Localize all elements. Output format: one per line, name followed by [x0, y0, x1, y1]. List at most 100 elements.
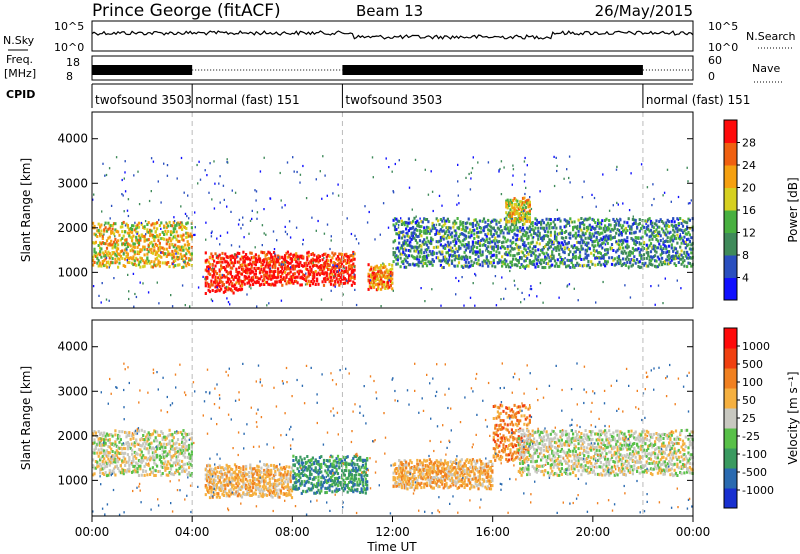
heat-cell [111, 246, 114, 250]
heat-cell [164, 229, 167, 233]
heat-cell [476, 234, 479, 238]
heat-cell [206, 276, 209, 280]
heat-cell [406, 256, 409, 259]
noise-cell [474, 304, 476, 307]
heat-cell [292, 463, 295, 467]
heat-cell [250, 494, 253, 497]
heat-cell [523, 265, 526, 269]
noise-cell [602, 173, 604, 176]
heat-cell [617, 239, 621, 243]
heat-cell [101, 262, 104, 266]
heat-cell [108, 459, 111, 463]
heat-cell [103, 228, 106, 232]
heat-cell [164, 438, 167, 442]
heat-cell [207, 265, 210, 269]
heat-cell [303, 468, 306, 472]
heat-cell [183, 243, 186, 247]
noise-cell [204, 169, 206, 172]
heat-cell [292, 484, 295, 488]
heat-cell [432, 259, 435, 263]
noise-cell [256, 305, 258, 308]
noise-cell [529, 287, 532, 291]
heat-cell [469, 222, 472, 226]
heat-cell [186, 448, 189, 452]
heat-cell [462, 221, 465, 224]
heat-cell [160, 430, 163, 434]
heat-cell [464, 221, 467, 225]
heat-cell [149, 234, 152, 238]
heat-cell [598, 260, 601, 264]
noise-cell [425, 251, 428, 254]
heat-cell [424, 240, 427, 244]
heat-cell [444, 247, 447, 250]
heat-cell [249, 271, 252, 275]
heat-cell [683, 259, 686, 263]
heat-cell [239, 288, 242, 292]
heat-cell [348, 261, 351, 265]
heat-cell [208, 464, 212, 468]
heat-cell [559, 255, 562, 259]
heat-cell [334, 252, 337, 256]
heat-cell [491, 247, 494, 251]
noise-cell [211, 299, 214, 303]
heat-cell [97, 230, 100, 234]
heat-cell [222, 494, 225, 497]
heat-cell [224, 275, 227, 279]
heat-cell [132, 436, 135, 440]
heat-cell [566, 264, 569, 268]
noise-cell [453, 264, 455, 267]
heat-cell [325, 465, 328, 468]
heat-cell [403, 242, 406, 246]
heat-cell [271, 260, 274, 264]
heat-cell [299, 283, 302, 287]
heat-cell [380, 263, 383, 267]
heat-cell [133, 470, 136, 474]
noise-cell [330, 235, 332, 238]
noise-cell [596, 257, 599, 260]
heat-cell [492, 261, 495, 265]
heat-cell [97, 228, 100, 232]
heat-cell [673, 237, 676, 240]
heat-cell [437, 231, 440, 235]
noise-cell [646, 186, 649, 189]
heat-cell [662, 251, 665, 254]
heat-cell [189, 437, 192, 441]
heat-cell [142, 434, 145, 437]
heat-cell [430, 229, 433, 233]
heat-cell [125, 431, 128, 435]
heat-cell [142, 226, 145, 229]
heat-cell [245, 467, 248, 471]
heat-cell [132, 456, 135, 460]
heat-cell [573, 233, 576, 237]
heat-cell [218, 476, 221, 480]
heat-cell [307, 261, 310, 265]
heat-cell [310, 463, 313, 467]
heat-cell [286, 272, 289, 276]
heat-cell [300, 275, 303, 279]
heat-cell [175, 446, 178, 450]
heat-cell [279, 481, 282, 485]
heat-cell [605, 239, 608, 243]
heat-cell [598, 239, 601, 243]
power-ylabel: Slant Range [km] [19, 158, 33, 262]
heat-cell [288, 281, 291, 285]
heat-cell [208, 255, 212, 259]
heat-cell [331, 279, 334, 283]
heat-cell [131, 470, 134, 474]
heat-cell [565, 219, 568, 223]
heat-cell [346, 255, 349, 258]
heat-cell [446, 250, 449, 254]
heat-cell [380, 287, 383, 291]
heat-cell [661, 220, 664, 223]
heat-cell [334, 264, 337, 268]
heat-cell [204, 284, 207, 288]
noise-cell [523, 298, 526, 301]
noise-cell [532, 251, 534, 254]
heat-cell [204, 276, 207, 280]
heat-cell [348, 278, 351, 282]
noise-cell [256, 217, 258, 220]
noise-cell [127, 273, 129, 276]
heat-cell [640, 248, 643, 252]
heat-cell [524, 230, 527, 234]
